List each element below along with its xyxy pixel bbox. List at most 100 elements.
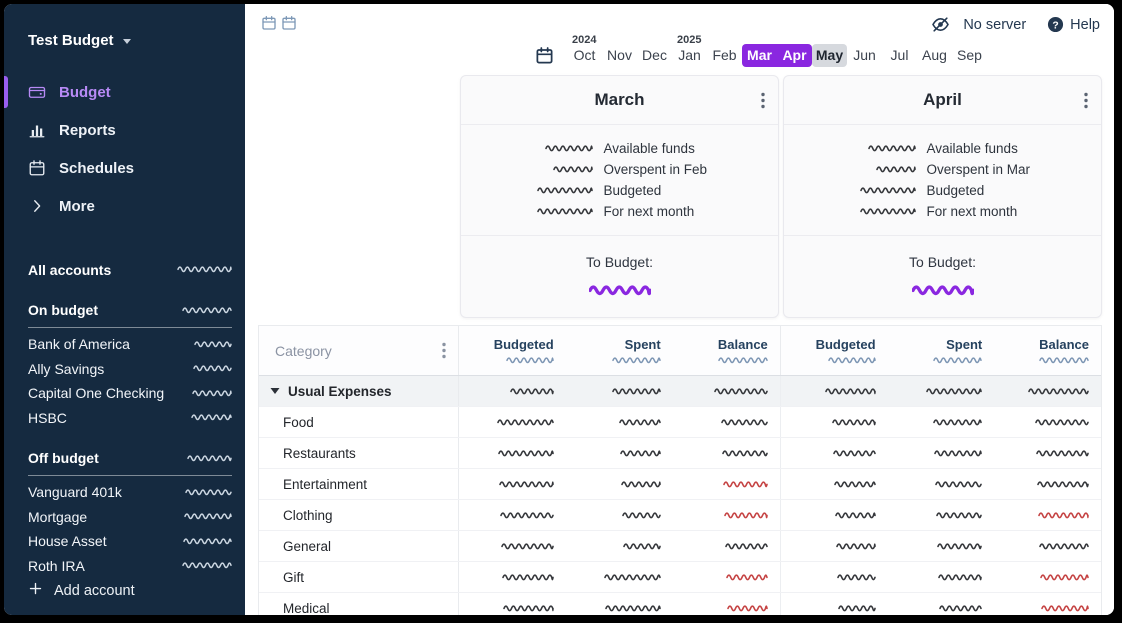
budgeted-cell-april[interactable] [781, 531, 888, 561]
spent-cell-april[interactable] [888, 500, 995, 530]
budgeted-cell-april[interactable] [781, 407, 888, 437]
budgeted-cell-march[interactable] [459, 469, 566, 499]
server-status[interactable]: No server [963, 16, 1027, 33]
category-name-cell[interactable]: Gift [259, 562, 459, 592]
category-row-gift[interactable]: Gift [259, 562, 1101, 593]
category-name-cell[interactable]: General [259, 531, 459, 561]
balance-cell-march[interactable] [673, 500, 780, 530]
balance-cell-march[interactable] [673, 438, 780, 468]
account-section-header[interactable]: Off budget [28, 446, 232, 476]
account-section-header[interactable]: All accounts [28, 257, 232, 282]
sidebar-account-row[interactable]: Roth IRA [28, 554, 232, 579]
sidebar-item-schedules[interactable]: Schedules [4, 149, 245, 187]
budgeted-cell-april[interactable] [781, 376, 888, 406]
budgeted-cell-march[interactable] [459, 438, 566, 468]
sidebar-account-row[interactable]: Mortgage [28, 505, 232, 530]
month-jun[interactable]: Jun [847, 44, 882, 67]
spent-cell-march[interactable] [566, 593, 673, 615]
category-name-cell[interactable]: Clothing [259, 500, 459, 530]
month-menu-button[interactable] [761, 92, 765, 109]
category-row-general[interactable]: General [259, 531, 1101, 562]
balance-cell-march[interactable] [673, 376, 780, 406]
sidebar-item-budget[interactable]: Budget [4, 73, 245, 111]
spent-cell-april[interactable] [888, 376, 995, 406]
balance-cell-april[interactable] [994, 407, 1101, 437]
spent-cell-march[interactable] [566, 407, 673, 437]
balance-cell-april[interactable] [994, 469, 1101, 499]
to-budget-masked-amount[interactable] [784, 283, 1101, 298]
category-name-cell[interactable]: Restaurants [259, 438, 459, 468]
budgeted-cell-april[interactable] [781, 469, 888, 499]
category-row-entertainment[interactable]: Entertainment [259, 469, 1101, 500]
spent-cell-march[interactable] [566, 376, 673, 406]
spent-cell-april[interactable] [888, 407, 995, 437]
month-jul[interactable]: Jul [882, 44, 917, 67]
add-account-button[interactable]: Add account [28, 581, 135, 600]
budgeted-cell-march[interactable] [459, 531, 566, 561]
month-dec[interactable]: Dec [637, 44, 672, 67]
account-section-header[interactable]: On budget [28, 298, 232, 328]
help-button[interactable]: ? Help [1047, 16, 1100, 33]
sidebar-account-row[interactable]: Capital One Checking [28, 381, 232, 406]
month-oct[interactable]: Oct 2024 [567, 34, 602, 67]
month-apr[interactable]: Apr [777, 44, 812, 67]
sidebar-item-more[interactable]: More [4, 187, 245, 225]
calendar-icon[interactable] [261, 15, 277, 31]
balance-cell-april[interactable] [994, 376, 1101, 406]
sidebar-item-reports[interactable]: Reports [4, 111, 245, 149]
month-menu-button[interactable] [1084, 92, 1088, 109]
sidebar-account-row[interactable]: Vanguard 401k [28, 480, 232, 505]
calendar-icon[interactable] [281, 15, 297, 31]
spent-cell-march[interactable] [566, 562, 673, 592]
category-name-cell[interactable]: Food [259, 407, 459, 437]
budgeted-cell-march[interactable] [459, 376, 566, 406]
budgeted-cell-april[interactable] [781, 438, 888, 468]
budgeted-cell-march[interactable] [459, 593, 566, 615]
category-name-cell[interactable]: Entertainment [259, 469, 459, 499]
to-budget-masked-amount[interactable] [461, 283, 778, 298]
budgeted-cell-april[interactable] [781, 562, 888, 592]
month-may[interactable]: May [812, 44, 847, 67]
balance-cell-april[interactable] [994, 438, 1101, 468]
category-row-clothing[interactable]: Clothing [259, 500, 1101, 531]
balance-cell-march[interactable] [673, 469, 780, 499]
spent-cell-april[interactable] [888, 562, 995, 592]
budgeted-cell-march[interactable] [459, 407, 566, 437]
category-row-food[interactable]: Food [259, 407, 1101, 438]
privacy-filter-icon[interactable] [931, 15, 950, 34]
category-row-usual-expenses[interactable]: Usual Expenses [259, 376, 1101, 407]
balance-cell-march[interactable] [673, 531, 780, 561]
budgeted-cell-march[interactable] [459, 562, 566, 592]
balance-cell-april[interactable] [994, 562, 1101, 592]
balance-cell-april[interactable] [994, 531, 1101, 561]
sidebar-account-row[interactable]: Ally Savings [28, 357, 232, 382]
balance-cell-april[interactable] [994, 593, 1101, 615]
spent-cell-april[interactable] [888, 469, 995, 499]
category-name-cell[interactable]: Usual Expenses [259, 376, 459, 406]
spent-cell-march[interactable] [566, 500, 673, 530]
balance-cell-march[interactable] [673, 562, 780, 592]
category-row-restaurants[interactable]: Restaurants [259, 438, 1101, 469]
spent-cell-march[interactable] [566, 438, 673, 468]
balance-cell-march[interactable] [673, 593, 780, 615]
category-menu-button[interactable] [441, 342, 446, 359]
balance-cell-march[interactable] [673, 407, 780, 437]
month-feb[interactable]: Feb [707, 44, 742, 67]
category-name-cell[interactable]: Medical [259, 593, 459, 615]
budgeted-cell-march[interactable] [459, 500, 566, 530]
sidebar-account-row[interactable]: Bank of America [28, 332, 232, 357]
kebab-menu-icon[interactable] [441, 342, 446, 359]
month-jan[interactable]: Jan 2025 [672, 34, 707, 67]
month-sep[interactable]: Sep [952, 44, 987, 67]
category-row-medical[interactable]: Medical [259, 593, 1101, 615]
sidebar-account-row[interactable]: House Asset [28, 529, 232, 554]
kebab-menu-icon[interactable] [1084, 92, 1088, 109]
balance-cell-april[interactable] [994, 500, 1101, 530]
budget-file-menu[interactable]: Test Budget [4, 4, 245, 49]
spent-cell-april[interactable] [888, 438, 995, 468]
spent-cell-april[interactable] [888, 593, 995, 615]
kebab-menu-icon[interactable] [761, 92, 765, 109]
month-nov[interactable]: Nov [602, 44, 637, 67]
month-aug[interactable]: Aug [917, 44, 952, 67]
collapse-caret-icon[interactable] [270, 387, 280, 395]
